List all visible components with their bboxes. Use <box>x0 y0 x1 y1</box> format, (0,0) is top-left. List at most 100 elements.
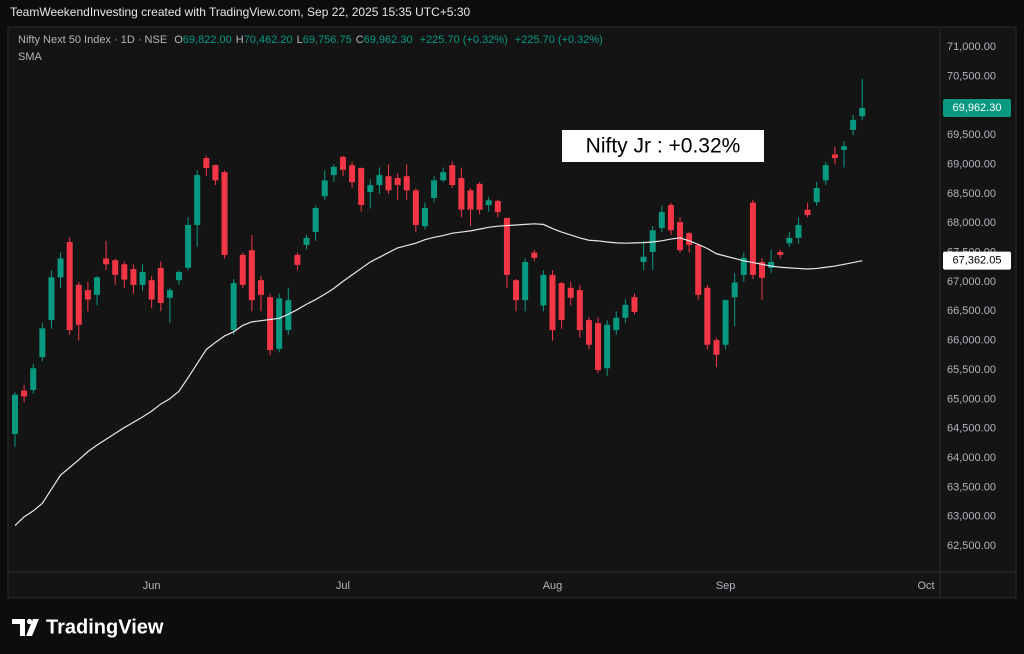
ohlc-key: H <box>236 34 244 46</box>
last-price-label: 69,962.30 <box>953 102 1002 114</box>
candle-body <box>549 274 556 331</box>
last-price-label-box <box>943 99 1011 118</box>
candle-body <box>831 154 838 159</box>
candle-body <box>394 178 401 186</box>
candle-body <box>66 242 73 331</box>
candle-body <box>731 282 738 298</box>
ohlc-key: O <box>174 34 183 46</box>
candle-body <box>139 271 146 285</box>
candle-body <box>185 224 192 268</box>
candle-body <box>841 146 848 150</box>
candle-body <box>321 180 328 197</box>
candle-body <box>257 280 264 295</box>
symbol-title: Nifty Next 50 Index · 1D · NSE <box>18 34 167 46</box>
y-tick-label: 64,000.00 <box>947 452 996 464</box>
candle-body <box>531 252 538 258</box>
indicator-name[interactable]: SMA <box>18 51 43 63</box>
candle-body <box>330 166 337 176</box>
candle-body <box>230 283 237 331</box>
candle-body <box>294 254 301 265</box>
candle-body <box>39 328 46 358</box>
candle-body <box>759 261 766 278</box>
candle-body <box>75 284 82 325</box>
y-tick-label: 63,500.00 <box>947 481 996 493</box>
ohlc-value: 70,462.20 <box>244 34 293 46</box>
candle-body <box>84 290 91 300</box>
candle-body <box>30 368 37 390</box>
ohlc-value: 69,822.00 <box>183 34 232 46</box>
y-tick-label: 65,000.00 <box>947 393 996 405</box>
candle-body <box>385 176 392 191</box>
candle-body <box>421 207 428 227</box>
candle-body <box>640 256 647 262</box>
candle-body <box>485 200 492 206</box>
credit-line: TeamWeekendInvesting created with Tradin… <box>10 5 470 19</box>
candle-body <box>412 190 419 225</box>
candle-body <box>212 165 219 181</box>
candle-body <box>303 237 310 245</box>
x-tick-label: Oct <box>917 580 934 592</box>
sma-line <box>14 223 863 527</box>
candle-body <box>795 224 802 238</box>
candle-body <box>513 280 520 301</box>
candle-body <box>367 185 374 193</box>
candle-body <box>93 277 100 295</box>
candle-body <box>786 237 793 244</box>
y-tick-label: 68,000.00 <box>947 217 996 229</box>
plot-area <box>12 78 866 527</box>
candle-body <box>494 200 501 213</box>
candle-body <box>440 172 447 181</box>
candle-body <box>503 217 510 275</box>
candle-body <box>349 165 356 183</box>
candle-body <box>403 176 410 191</box>
logo-text: TradingView <box>46 616 164 638</box>
candle-body <box>604 324 611 369</box>
candle-body <box>221 172 228 255</box>
candle-body <box>558 283 565 321</box>
ohlc-key: L <box>297 34 303 46</box>
candle-body <box>804 209 811 216</box>
candle-body <box>631 297 638 312</box>
ohlc-values: O69,822.00 H70,462.20 L69,756.75 C69,962.30 <box>174 34 412 46</box>
y-tick-label: 64,500.00 <box>947 423 996 435</box>
ohlc-key: C <box>356 34 364 46</box>
candle-body <box>166 290 173 298</box>
chart-pane <box>7 26 1017 599</box>
y-tick-label: 69,500.00 <box>947 129 996 141</box>
candle-body <box>358 168 365 206</box>
x-tick-label: Sep <box>716 580 736 592</box>
change-repeat: +225.70 (+0.32%) <box>515 34 603 46</box>
candle-body <box>267 297 274 351</box>
y-tick-label: 68,500.00 <box>947 188 996 200</box>
x-tick-label: Aug <box>543 580 563 592</box>
candle-body <box>148 280 155 300</box>
candle-body <box>722 300 729 345</box>
annotation: Nifty Jr : +0.32% <box>586 135 741 158</box>
legend-line[interactable]: Nifty Next 50 Index · 1D · NSE O69,822.0… <box>18 34 603 46</box>
candle-body <box>595 323 602 371</box>
x-tick-label: Jun <box>143 580 161 592</box>
y-tick-label: 63,000.00 <box>947 511 996 523</box>
candle-body <box>768 261 775 268</box>
candle-body <box>613 317 620 331</box>
candle-body <box>813 188 820 203</box>
candle-body <box>12 394 18 435</box>
y-tick-label: 66,500.00 <box>947 305 996 317</box>
y-tick-label: 69,000.00 <box>947 158 996 170</box>
candle-body <box>467 190 474 210</box>
candle-body <box>248 250 255 301</box>
candle-body <box>740 257 747 275</box>
candle-body <box>822 165 829 181</box>
sma-last-label: 67,362.05 <box>953 255 1002 267</box>
candle-body <box>48 277 55 321</box>
candle-body <box>157 267 164 304</box>
y-tick-label: 67,000.00 <box>947 276 996 288</box>
candle-body <box>667 205 674 231</box>
candle-body <box>239 254 246 285</box>
candle-body <box>522 261 529 301</box>
candle-body <box>540 274 547 306</box>
candle-body <box>749 202 756 275</box>
candle-body <box>175 271 182 281</box>
candle-body <box>431 180 438 198</box>
